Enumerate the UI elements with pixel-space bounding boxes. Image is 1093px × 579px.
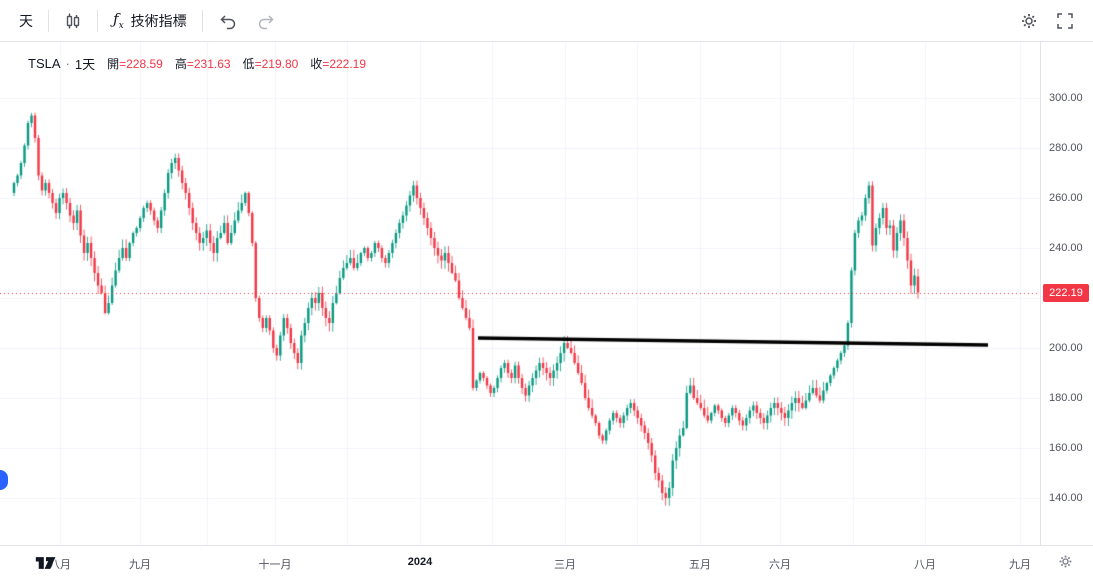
gear-icon [1022, 13, 1036, 28]
time-label: 六月 [769, 559, 791, 571]
time-label: 八月 [49, 559, 71, 571]
interval-label: 天 [19, 12, 33, 29]
high-value: 231.63 [193, 57, 231, 71]
tradingview-logo[interactable] [30, 555, 62, 571]
open-value: 228.59 [126, 57, 163, 71]
time-label: 2024 [407, 556, 433, 568]
redo-button[interactable] [247, 6, 285, 36]
symbol-legend[interactable]: TSLA · 1天 開=228.59 高=231.63 低=219.80 收=2… [28, 54, 366, 73]
interval-button[interactable]: 天 [10, 6, 42, 36]
settings-button[interactable] [1011, 6, 1047, 36]
price-tick: 260.00 [1049, 192, 1083, 204]
price-tick: 140.00 [1049, 492, 1083, 504]
time-axis[interactable]: 八月 九月 十一月 2024 三月 五月 六月 八月 九月 [0, 545, 1093, 579]
legend-symbol[interactable]: TSLA [28, 56, 61, 71]
legend-open: 開=228.59 [107, 57, 163, 71]
legend-close: 收=222.19 [310, 57, 367, 71]
undo-icon [220, 14, 235, 29]
left-panel-handle[interactable] [0, 470, 8, 490]
price-tick: 180.00 [1049, 392, 1083, 404]
time-label: 十一月 [258, 559, 292, 571]
price-tick: 280.00 [1049, 142, 1083, 154]
top-toolbar: 天 ƒx 技術指標 [0, 0, 1093, 42]
time-label: 三月 [554, 559, 576, 571]
legend-interval[interactable]: 1天 [74, 57, 96, 72]
price-tick: 300.00 [1049, 92, 1083, 104]
chart-type-button[interactable] [55, 6, 91, 36]
function-icon: ƒx [113, 10, 124, 31]
time-label: 八月 [914, 559, 936, 571]
legend-low: 低=219.80 [242, 57, 299, 71]
close-value: 222.19 [329, 57, 367, 71]
fullscreen-icon [1057, 12, 1073, 29]
undo-button[interactable] [209, 6, 247, 36]
time-label: 九月 [129, 559, 151, 571]
low-value: 219.80 [261, 57, 299, 71]
candlestick-chart[interactable] [0, 42, 1040, 545]
toolbar-separator [97, 9, 98, 32]
price-tick: 160.00 [1049, 442, 1083, 454]
time-label: 九月 [1009, 559, 1031, 571]
price-tick: 240.00 [1049, 242, 1083, 254]
legend-separator: · [65, 56, 70, 71]
axis-settings-gear-icon[interactable] [1058, 554, 1073, 569]
legend-high: 高=231.63 [174, 57, 231, 71]
price-tick: 200.00 [1049, 342, 1083, 354]
candlestick-icon [66, 13, 80, 28]
indicators-label: 技術指標 [130, 12, 187, 29]
toolbar-separator [201, 9, 203, 32]
price-axis[interactable]: 140.00160.00180.00200.00220.00240.00260.… [1040, 42, 1093, 545]
fullscreen-button[interactable] [1047, 6, 1083, 36]
current-price-badge: 222.19 [1043, 283, 1089, 302]
time-label: 五月 [689, 559, 711, 571]
toolbar-separator [48, 9, 49, 32]
indicators-button[interactable]: ƒx 技術指標 [104, 6, 196, 36]
redo-icon [258, 14, 274, 29]
